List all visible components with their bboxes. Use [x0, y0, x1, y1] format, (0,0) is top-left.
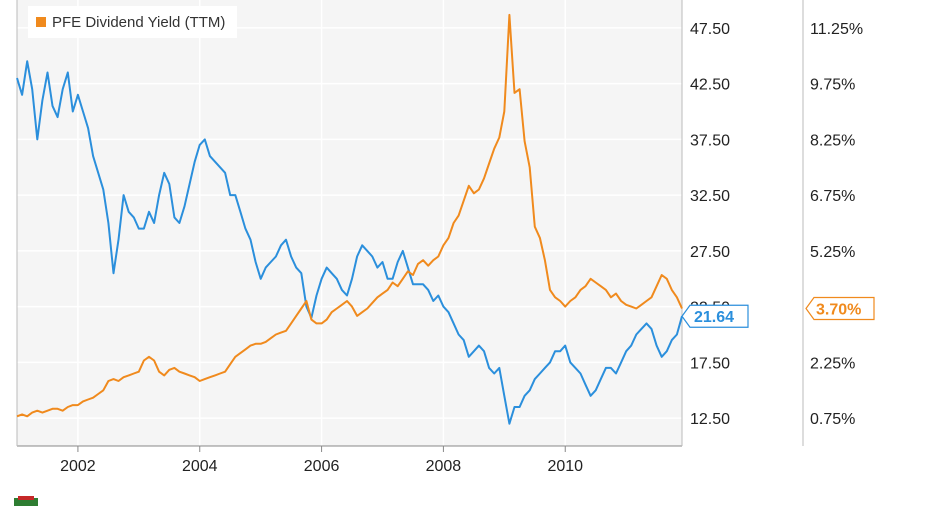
right-tick-label: 8.25%	[810, 132, 855, 149]
left-tick-label: 37.50	[690, 132, 730, 149]
yield-value-label: 3.70%	[816, 301, 861, 318]
legend-label-yield: PFE Dividend Yield (TTM)	[52, 13, 226, 31]
legend: PFE Dividend Yield (TTM)	[28, 6, 238, 38]
plot-area	[17, 0, 682, 446]
legend-swatch-yield	[36, 17, 46, 27]
x-tick-label: 2010	[547, 458, 583, 475]
right-tick-label: 2.25%	[810, 355, 855, 372]
x-tick-label: 2002	[60, 458, 96, 475]
right-axis-ticks: 0.75%2.25%3.75%5.25%6.75%8.25%9.75%11.25…	[810, 21, 863, 428]
left-tick-label: 32.50	[690, 188, 730, 205]
left-tick-label: 47.50	[690, 21, 730, 38]
right-tick-label: 0.75%	[810, 411, 855, 428]
left-tick-label: 27.50	[690, 244, 730, 261]
ycharts-logo-icon	[14, 496, 38, 506]
left-tick-label: 12.50	[690, 411, 730, 428]
value-tags: 21.64 3.70%	[681, 296, 875, 328]
left-tick-label: 42.50	[690, 77, 730, 94]
x-tick-label: 2006	[304, 458, 340, 475]
left-tick-label: 17.50	[690, 355, 730, 372]
price-series-line	[16, 60, 683, 425]
price-value-label: 21.64	[694, 309, 734, 326]
yield-series-line	[16, 13, 683, 418]
price-value-tag	[681, 304, 749, 328]
x-tick-label: 2008	[426, 458, 462, 475]
yield-value-tag	[805, 296, 875, 321]
vertical-gridlines	[77, 0, 566, 446]
right-tick-label: 11.25%	[810, 21, 863, 38]
right-tick-label: 5.25%	[810, 244, 855, 261]
right-tick-label: 6.75%	[810, 188, 855, 205]
x-axis: 2002 2004 2006 2008 2010	[16, 0, 804, 475]
x-tick-label: 2004	[182, 458, 218, 475]
right-tick-label: 9.75%	[810, 77, 855, 94]
series-layer	[16, 13, 683, 425]
